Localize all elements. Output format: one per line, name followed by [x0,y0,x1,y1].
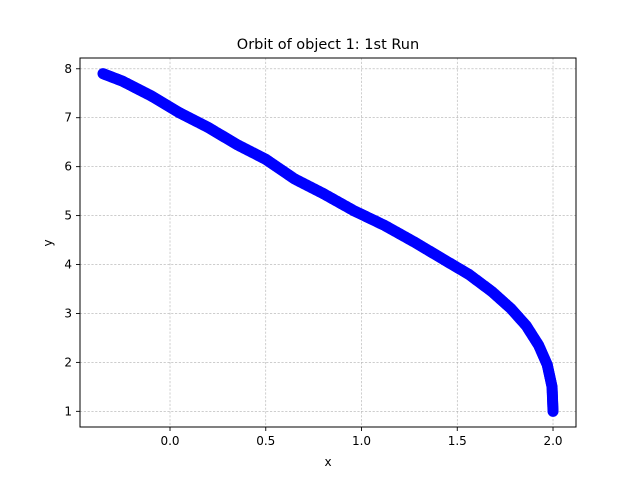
chart-title: Orbit of object 1: 1st Run [237,37,419,53]
y-axis-label: y [41,239,55,246]
y-tick-label: 3 [64,306,72,320]
x-tick-label: 0.0 [160,434,179,448]
y-tick-label: 6 [64,160,72,174]
x-tick-label: 2.0 [543,434,562,448]
plot-frame [79,57,577,428]
plot-area [80,58,576,427]
y-tick-label: 7 [64,111,72,125]
x-tick-label: 1.0 [352,434,371,448]
data-markers [97,68,559,417]
x-tick-label: 1.5 [448,434,467,448]
x-tick-label: 0.5 [256,434,275,448]
y-axis-ticks: 1 2 3 4 5 6 7 8 [64,62,80,418]
x-axis-label: x [324,455,331,469]
x-axis-ticks: 0.0 0.5 1.0 1.5 2.0 [160,427,563,448]
y-tick-label: 4 [64,258,72,272]
y-tick-label: 5 [64,209,72,223]
y-tick-label: 1 [64,404,72,418]
data-point [97,68,109,80]
grid-lines [80,58,576,427]
y-tick-label: 2 [64,355,72,369]
y-tick-label: 8 [64,62,72,76]
